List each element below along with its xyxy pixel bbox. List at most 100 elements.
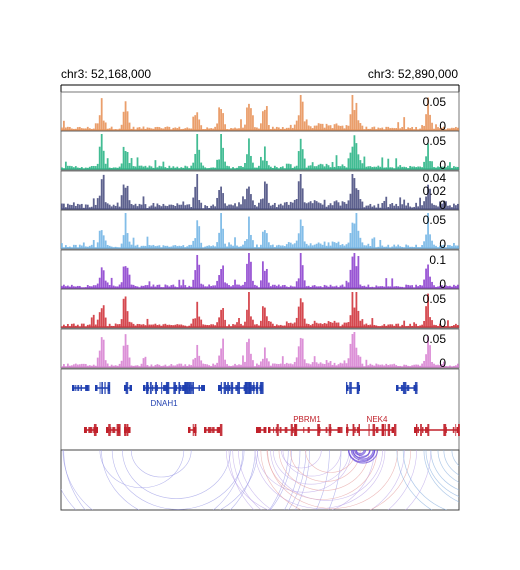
signal-bar (122, 235, 125, 248)
signal-bar (124, 187, 127, 209)
signal-bar (250, 155, 252, 169)
signal-bar (375, 285, 378, 288)
signal-bar (453, 166, 455, 169)
signal-bar (86, 167, 89, 169)
signal-bar (429, 345, 431, 367)
signal-bar (355, 266, 358, 288)
signal-bar (341, 125, 344, 130)
signal-bar (222, 338, 224, 367)
signal-bar (102, 174, 105, 209)
signal-bar (367, 243, 370, 248)
signal-bar (122, 111, 125, 130)
signal-bar (341, 324, 344, 327)
signal-bar (236, 245, 238, 248)
signal-bar (90, 128, 93, 130)
signal-bar (313, 244, 316, 248)
signal-bar (357, 256, 360, 288)
signal-bar (76, 203, 79, 209)
signal-bar (323, 241, 326, 248)
signal-bar (104, 202, 107, 209)
signal-bar (429, 188, 431, 209)
signal-bar (98, 115, 101, 130)
signal-bar (78, 285, 81, 288)
signal-bar (445, 326, 447, 327)
signal-bar (349, 343, 352, 367)
signal-bar (140, 245, 143, 248)
signal-bar (102, 305, 105, 327)
signal-bar (220, 186, 222, 209)
signal-bar (120, 124, 123, 130)
signal-bar (421, 324, 423, 327)
signal-bar (210, 205, 213, 209)
signal-bar (379, 207, 382, 209)
signal-bar (146, 365, 149, 367)
signal-bar (441, 363, 443, 367)
gene-model-nek4 (346, 424, 397, 436)
signal-bar (96, 198, 99, 209)
signal-bar (61, 326, 63, 327)
signal-bar (248, 338, 250, 367)
signal-bar (228, 129, 230, 130)
track-tick-label: 0 (439, 237, 446, 251)
signal-bar (369, 203, 372, 209)
signal-bar (281, 127, 284, 130)
signal-bar (425, 354, 427, 367)
signal-bar (90, 286, 93, 288)
signal-bar (405, 284, 408, 288)
signal-bar (240, 119, 242, 130)
signal-bar (335, 365, 338, 367)
signal-bar (198, 200, 201, 209)
signal-bar (112, 365, 115, 367)
signal-bar (148, 206, 151, 209)
signal-bar (88, 245, 91, 248)
signal-bar (174, 324, 177, 327)
gene-label-pbrm1: PBRM1 (293, 415, 321, 424)
signal-bar (285, 127, 288, 130)
signal-bar (76, 285, 79, 288)
signal-bar (341, 363, 344, 367)
signal-bar (104, 163, 107, 169)
signal-bar (200, 202, 203, 209)
signal-bar (367, 128, 370, 130)
signal-bar (449, 285, 451, 288)
signal-bar (443, 244, 445, 248)
signal-bar (124, 101, 127, 130)
signal-bar (170, 246, 173, 248)
signal-bar (265, 106, 268, 130)
signal-bar (381, 127, 384, 130)
signal-bar (429, 276, 431, 288)
signal-bar (455, 245, 457, 248)
signal-bar (144, 165, 147, 169)
signal-bar (218, 107, 220, 130)
signal-bar (136, 206, 139, 209)
signal-bar (391, 246, 394, 248)
signal-bar (194, 357, 197, 367)
signal-bar (375, 207, 378, 209)
signal-bar (212, 363, 215, 367)
signal-bar (427, 264, 429, 288)
signal-bar (263, 270, 266, 288)
signal-bar (92, 364, 95, 367)
signal-bar (409, 165, 412, 169)
signal-bar (447, 244, 449, 248)
signal-bar (130, 128, 133, 130)
interaction-arc (402, 450, 448, 510)
signal-bar (269, 205, 272, 209)
signal-bar (399, 246, 402, 248)
signal-bar (232, 365, 234, 367)
interaction-arc (111, 450, 245, 510)
signal-bar (170, 204, 173, 209)
signal-bar (142, 324, 145, 327)
signal-bar (391, 167, 394, 169)
signal-bar (419, 166, 421, 169)
signal-bar (82, 128, 85, 130)
signal-bar (433, 204, 435, 209)
signal-bar (367, 324, 370, 327)
signal-bar (437, 166, 439, 169)
signal-bar (250, 316, 252, 327)
signal-bar (367, 205, 370, 209)
signal-bar (339, 245, 342, 248)
signal-bar (178, 245, 181, 248)
signal-bar (192, 116, 195, 130)
signal-bar (108, 285, 111, 288)
